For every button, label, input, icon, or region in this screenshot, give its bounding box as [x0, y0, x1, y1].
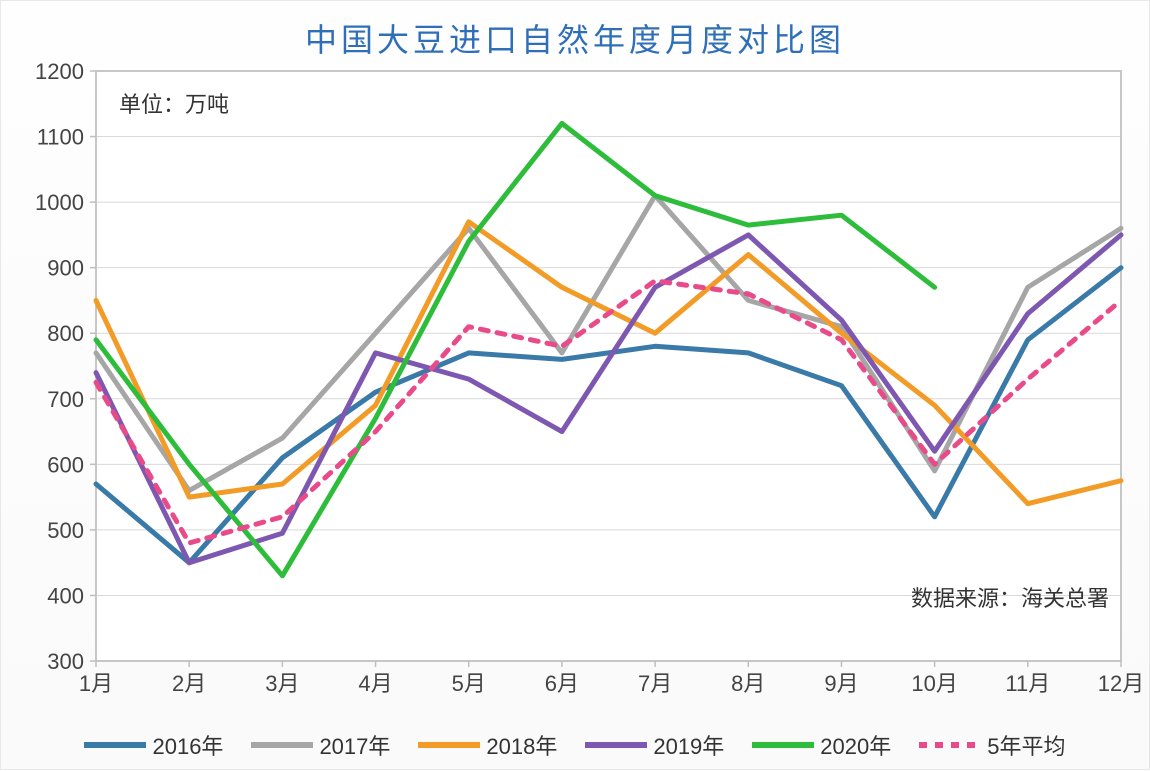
legend-swatch [84, 742, 146, 748]
svg-text:800: 800 [47, 321, 84, 346]
legend-label: 2016年 [152, 729, 223, 761]
legend-item: 2020年 [752, 729, 891, 761]
svg-text:8月: 8月 [731, 671, 765, 696]
svg-text:1100: 1100 [37, 125, 84, 150]
legend: 2016年 2017年 2018年 2019年 2020年 5年平均 [1, 729, 1149, 761]
legend-swatch [585, 742, 647, 748]
legend-item: 2019年 [585, 729, 724, 761]
svg-text:400: 400 [47, 583, 84, 608]
svg-text:1000: 1000 [35, 190, 84, 215]
svg-text:1月: 1月 [79, 671, 113, 696]
legend-label: 5年平均 [987, 729, 1065, 761]
unit-label: 单位：万吨 [119, 87, 229, 119]
legend-label: 2019年 [653, 729, 724, 761]
chart-title: 中国大豆进口自然年度月度对比图 [1, 15, 1149, 61]
svg-text:4月: 4月 [358, 671, 392, 696]
watermark: 天下粮仓 [161, 151, 281, 188]
legend-swatch [752, 742, 814, 748]
svg-text:500: 500 [47, 518, 84, 543]
watermark: 天下粮仓 [691, 171, 811, 208]
svg-text:12月: 12月 [1098, 671, 1144, 696]
legend-swatch [418, 742, 480, 748]
svg-text:900: 900 [47, 256, 84, 281]
source-label: 数据来源：海关总署 [911, 581, 1109, 613]
legend-item: 2018年 [418, 729, 557, 761]
svg-text:10月: 10月 [911, 671, 957, 696]
svg-text:9月: 9月 [824, 671, 858, 696]
svg-text:11月: 11月 [1005, 671, 1050, 696]
legend-swatch [251, 742, 313, 748]
legend-item: 2017年 [251, 729, 390, 761]
chart-container: 中国大豆进口自然年度月度对比图 天下粮仓 天下粮仓 天下粮仓 天下粮仓 300 4… [0, 0, 1150, 770]
legend-label: 2017年 [319, 729, 390, 761]
svg-text:700: 700 [47, 387, 84, 412]
legend-swatch [919, 742, 981, 748]
legend-label: 2018年 [486, 729, 557, 761]
svg-text:300: 300 [47, 649, 84, 674]
svg-text:600: 600 [47, 452, 84, 477]
watermark: 天下粮仓 [161, 421, 281, 458]
svg-text:1200: 1200 [35, 59, 84, 84]
watermark: 天下粮仓 [691, 521, 811, 558]
legend-item: 2016年 [84, 729, 223, 761]
svg-text:7月: 7月 [638, 671, 672, 696]
legend-label: 2020年 [820, 729, 891, 761]
legend-item: 5年平均 [919, 729, 1065, 761]
svg-text:3月: 3月 [265, 671, 299, 696]
svg-text:5月: 5月 [452, 671, 486, 696]
svg-text:2月: 2月 [172, 671, 206, 696]
svg-text:6月: 6月 [545, 671, 579, 696]
